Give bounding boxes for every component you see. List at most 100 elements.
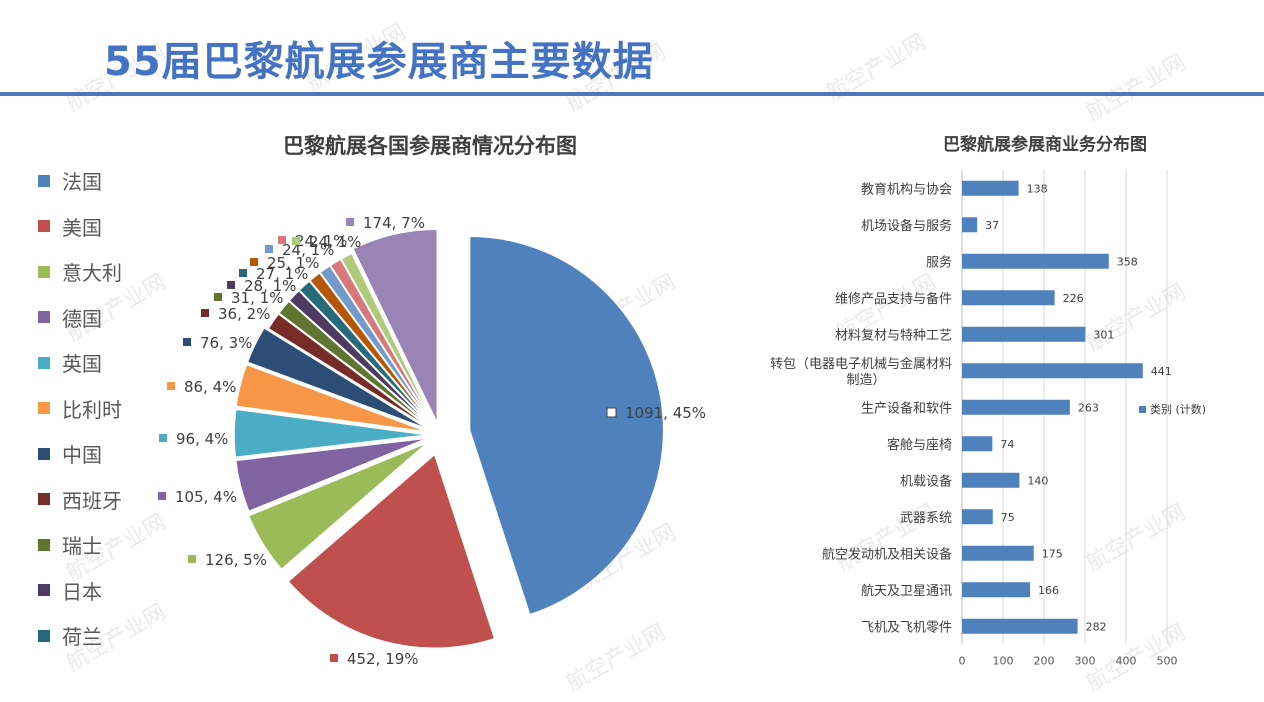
bar-legend-label: 类别 (计数) [1150, 402, 1206, 416]
bar-value-label: 282 [1086, 620, 1107, 633]
bar-value-label: 441 [1151, 365, 1172, 378]
pie-slice [246, 326, 430, 431]
legend-swatch [38, 265, 50, 278]
legend-item: 荷兰 [38, 613, 122, 659]
legend-label: 德国 [62, 306, 102, 331]
pie-data-label: 76, 3% [200, 334, 252, 352]
legend-swatch [38, 356, 50, 369]
pie-data-label: 86, 4% [184, 378, 236, 396]
pie-data-label: 105, 4% [175, 488, 237, 506]
bar [962, 326, 1086, 342]
bar [962, 545, 1034, 561]
legend-label: 法国 [62, 170, 102, 195]
legend-swatch [38, 493, 50, 506]
pie-slice [351, 228, 439, 424]
bar [962, 618, 1078, 634]
pie-data-label: 28, 1% [244, 277, 296, 295]
legend-label: 比利时 [62, 397, 122, 422]
bar-x-tick-label: 300 [1075, 655, 1096, 668]
pie-data-label: 126, 5% [205, 551, 267, 569]
bar-category-label: 航空发动机及相关设备 [822, 546, 952, 562]
pie-data-label: 1091, 45% [625, 404, 706, 422]
legend-item: 英国 [38, 340, 122, 386]
legend-label: 日本 [62, 579, 102, 604]
bar-category-label: 客舱与座椅 [887, 437, 952, 453]
legend-label: 美国 [62, 215, 102, 240]
data-label-marker [159, 434, 167, 442]
bar-value-label: 75 [1001, 511, 1015, 524]
bar-category-label: 服务 [926, 254, 952, 270]
legend-label: 西班牙 [62, 488, 122, 513]
legend-item: 比利时 [38, 386, 122, 432]
pie-data-label: 27, 1% [256, 265, 308, 283]
data-label-marker [330, 654, 338, 662]
legend-label: 瑞士 [62, 534, 102, 559]
legend-item: 瑞士 [38, 522, 122, 568]
pie-data-label: 452, 19% [347, 650, 419, 668]
pie-data-label: 24, 1% [282, 241, 334, 259]
bar [962, 436, 993, 452]
title-divider [0, 92, 1264, 96]
pie-slice [468, 235, 665, 616]
legend-swatch [38, 447, 50, 460]
data-label-marker [606, 407, 617, 418]
pie-slice [287, 452, 496, 649]
legend-swatch [38, 584, 50, 597]
pie-data-label: 24, 1% [295, 232, 347, 250]
pie-slice [235, 363, 429, 433]
data-label-marker [183, 338, 191, 346]
bar-value-label: 37 [985, 219, 999, 232]
legend-label: 英国 [62, 352, 102, 377]
bar-legend-swatch [1139, 406, 1146, 413]
bar [962, 399, 1070, 415]
pie-slice [340, 252, 437, 429]
legend-item: 美国 [38, 204, 122, 250]
legend-item: 西班牙 [38, 477, 122, 523]
bar-category-label: 材料复材与特种工艺 [835, 328, 952, 343]
pie-data-label: 96, 4% [176, 430, 228, 448]
bar [962, 180, 1019, 196]
bar [962, 217, 978, 233]
data-label-marker [250, 258, 258, 266]
bar-category-label: 武器系统 [900, 511, 952, 526]
bar-value-label: 138 [1027, 182, 1048, 195]
legend-label: 意大利 [62, 261, 122, 286]
data-label-marker [239, 269, 247, 277]
legend-swatch [38, 174, 50, 187]
pie-chart-title: 巴黎航展各国参展商情况分布图 [283, 134, 577, 158]
bar-category-label: 飞机及飞机零件 [861, 620, 952, 635]
legend-swatch [38, 220, 50, 233]
bar [962, 509, 993, 525]
bar-value-label: 74 [1000, 438, 1014, 451]
legend-swatch [38, 538, 50, 551]
data-label-marker [158, 492, 166, 500]
page-title: 55届巴黎航展参展商主要数据 [104, 39, 654, 85]
bar-value-label: 263 [1078, 401, 1099, 414]
pie-data-label: 24, 1% [309, 233, 361, 251]
bar-category-label: 维修产品支持与备件 [835, 291, 952, 307]
bar-category-label: 机载设备 [900, 473, 952, 489]
legend-swatch [38, 311, 50, 324]
bar-x-tick-label: 100 [993, 655, 1014, 668]
bar-value-label: 226 [1063, 292, 1084, 305]
legend-item: 法国 [38, 158, 122, 204]
legend-swatch [38, 402, 50, 415]
bar-value-label: 166 [1038, 584, 1059, 597]
legend-label: 荷兰 [62, 625, 102, 650]
pie-data-label: 25, 1% [267, 254, 319, 272]
data-label-marker [167, 382, 175, 390]
data-label-marker [188, 555, 196, 563]
bar-value-label: 175 [1042, 547, 1063, 560]
legend-item: 意大利 [38, 249, 122, 295]
bar-x-tick-label: 400 [1116, 655, 1137, 668]
data-label-marker [278, 236, 286, 244]
bar-category-label: 生产设备和软件 [861, 400, 952, 416]
bar-category-label: 教育机构与协会 [861, 181, 952, 197]
bar-value-label: 140 [1027, 474, 1048, 487]
bar [962, 253, 1109, 269]
bar-value-label: 358 [1117, 255, 1138, 268]
data-label-marker [201, 309, 209, 317]
bar-x-tick-label: 500 [1157, 655, 1178, 668]
pie-chart: 1091, 45% 452, 19% 126, 5% 105, 4% 96, 4% 86,… [158, 214, 706, 668]
